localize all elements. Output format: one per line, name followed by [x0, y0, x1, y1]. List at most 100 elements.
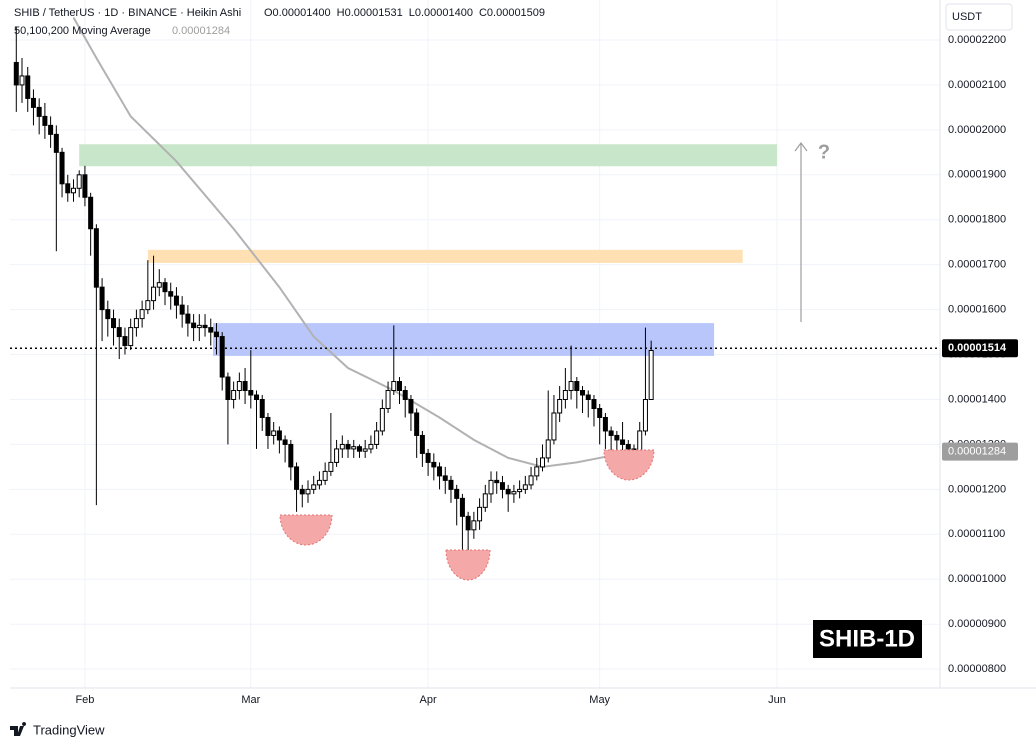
- candle-body: [191, 322, 197, 329]
- candle-body: [459, 497, 465, 517]
- bowl-shape: [603, 449, 655, 481]
- candle-body: [299, 488, 305, 495]
- candle-body: [30, 97, 36, 108]
- candle-body: [425, 452, 431, 463]
- candle-body: [368, 443, 374, 450]
- candle-body: [236, 381, 242, 392]
- candle-body: [265, 416, 271, 436]
- candle-body: [379, 407, 385, 432]
- ma-line: [72, 17, 646, 468]
- ma-tag: 0.00001284: [948, 446, 1006, 458]
- y-tick-label: 0.00002200: [948, 34, 1006, 46]
- candle-body: [70, 187, 76, 194]
- candle-body: [511, 491, 517, 495]
- candle-body: [242, 381, 248, 392]
- candle-body: [454, 488, 460, 499]
- y-tick-label: 0.00000800: [948, 663, 1006, 675]
- candle-body: [179, 304, 185, 315]
- price-tag-box: [942, 339, 1018, 358]
- x-tick-label: Feb: [75, 694, 94, 706]
- candle-body: [288, 443, 294, 468]
- candle-body: [19, 75, 25, 86]
- candle-body: [173, 295, 179, 306]
- candle-body: [294, 466, 300, 490]
- zone: [213, 323, 715, 356]
- grid: [10, 0, 940, 688]
- y-tick-label: 0.00001600: [948, 304, 1006, 316]
- footer-brand[interactable]: TradingView: [33, 722, 105, 737]
- candle-body: [494, 479, 500, 484]
- candle-body: [620, 439, 626, 445]
- candle-body: [122, 336, 128, 347]
- candle-body: [13, 61, 19, 86]
- candle-body: [551, 412, 557, 441]
- candle-body: [362, 448, 368, 452]
- candle-body: [208, 327, 214, 333]
- candle-body: [82, 174, 88, 198]
- candle-body: [562, 390, 568, 400]
- x-tick-label: Jun: [768, 694, 786, 706]
- candle-body: [59, 151, 65, 185]
- candle-body: [374, 430, 380, 445]
- y-tick-label: 0.00001200: [948, 483, 1006, 495]
- candle-body: [391, 381, 397, 392]
- candle-body: [356, 446, 362, 452]
- ohlc-value: L0.00001400: [409, 7, 473, 19]
- candle-body: [351, 446, 357, 450]
- candle-body: [219, 336, 225, 378]
- candle-body: [608, 430, 614, 436]
- candle-body: [448, 479, 454, 490]
- candle-body: [482, 493, 488, 508]
- candle-body: [48, 124, 54, 135]
- candle-body: [282, 439, 288, 445]
- candle-body: [248, 390, 254, 396]
- candle-body: [151, 286, 157, 302]
- y-tick-label: 0.00000900: [948, 618, 1006, 630]
- candle-body: [414, 412, 420, 436]
- candle-body: [53, 133, 59, 153]
- candle-body: [408, 398, 414, 414]
- candle-body: [625, 443, 631, 450]
- candle-body: [339, 443, 345, 450]
- candle-body: [116, 327, 122, 338]
- candle-body: [76, 174, 82, 189]
- candle-body: [65, 183, 71, 194]
- candle-body: [539, 457, 545, 468]
- candle-body: [99, 286, 105, 311]
- candle-body: [305, 488, 311, 495]
- candle-body: [202, 324, 208, 329]
- candle-body: [648, 350, 654, 400]
- candle-body: [105, 309, 111, 320]
- candle-body: [545, 439, 551, 459]
- currency-box[interactable]: [945, 3, 1013, 31]
- candle-body: [328, 461, 334, 472]
- ma-legend: 50,100,200 Moving Average: [14, 25, 151, 37]
- zone: [79, 144, 777, 167]
- badge-box: [813, 620, 922, 658]
- arrow-head: [794, 142, 808, 152]
- candle-body: [156, 282, 162, 288]
- candle-body: [517, 488, 523, 493]
- candle-body: [311, 484, 317, 490]
- candle-body: [225, 376, 231, 400]
- candle-body: [614, 434, 620, 441]
- candle-body: [419, 434, 425, 454]
- candle-body: [591, 398, 597, 409]
- candle-body: [580, 390, 586, 396]
- candle-body: [271, 430, 277, 436]
- candle-body: [42, 115, 48, 126]
- y-tick-label: 0.00001800: [948, 214, 1006, 226]
- ohlc: O0.00001400 H0.00001531 L0.00001400 C0.0000…: [264, 7, 545, 19]
- currency[interactable]: USDT: [952, 11, 982, 23]
- candle-body: [254, 394, 260, 400]
- candle-body: [88, 196, 94, 230]
- candle-body: [574, 381, 580, 392]
- question-mark: ?: [818, 141, 830, 163]
- candle-body: [568, 381, 574, 392]
- candle-body: [133, 318, 139, 329]
- y-tick-label: 0.00001000: [948, 573, 1006, 585]
- logo: [10, 722, 27, 736]
- y-tick-label: 0.00001700: [948, 259, 1006, 271]
- price-tags: 0.00001514 0.00001284: [942, 339, 1018, 461]
